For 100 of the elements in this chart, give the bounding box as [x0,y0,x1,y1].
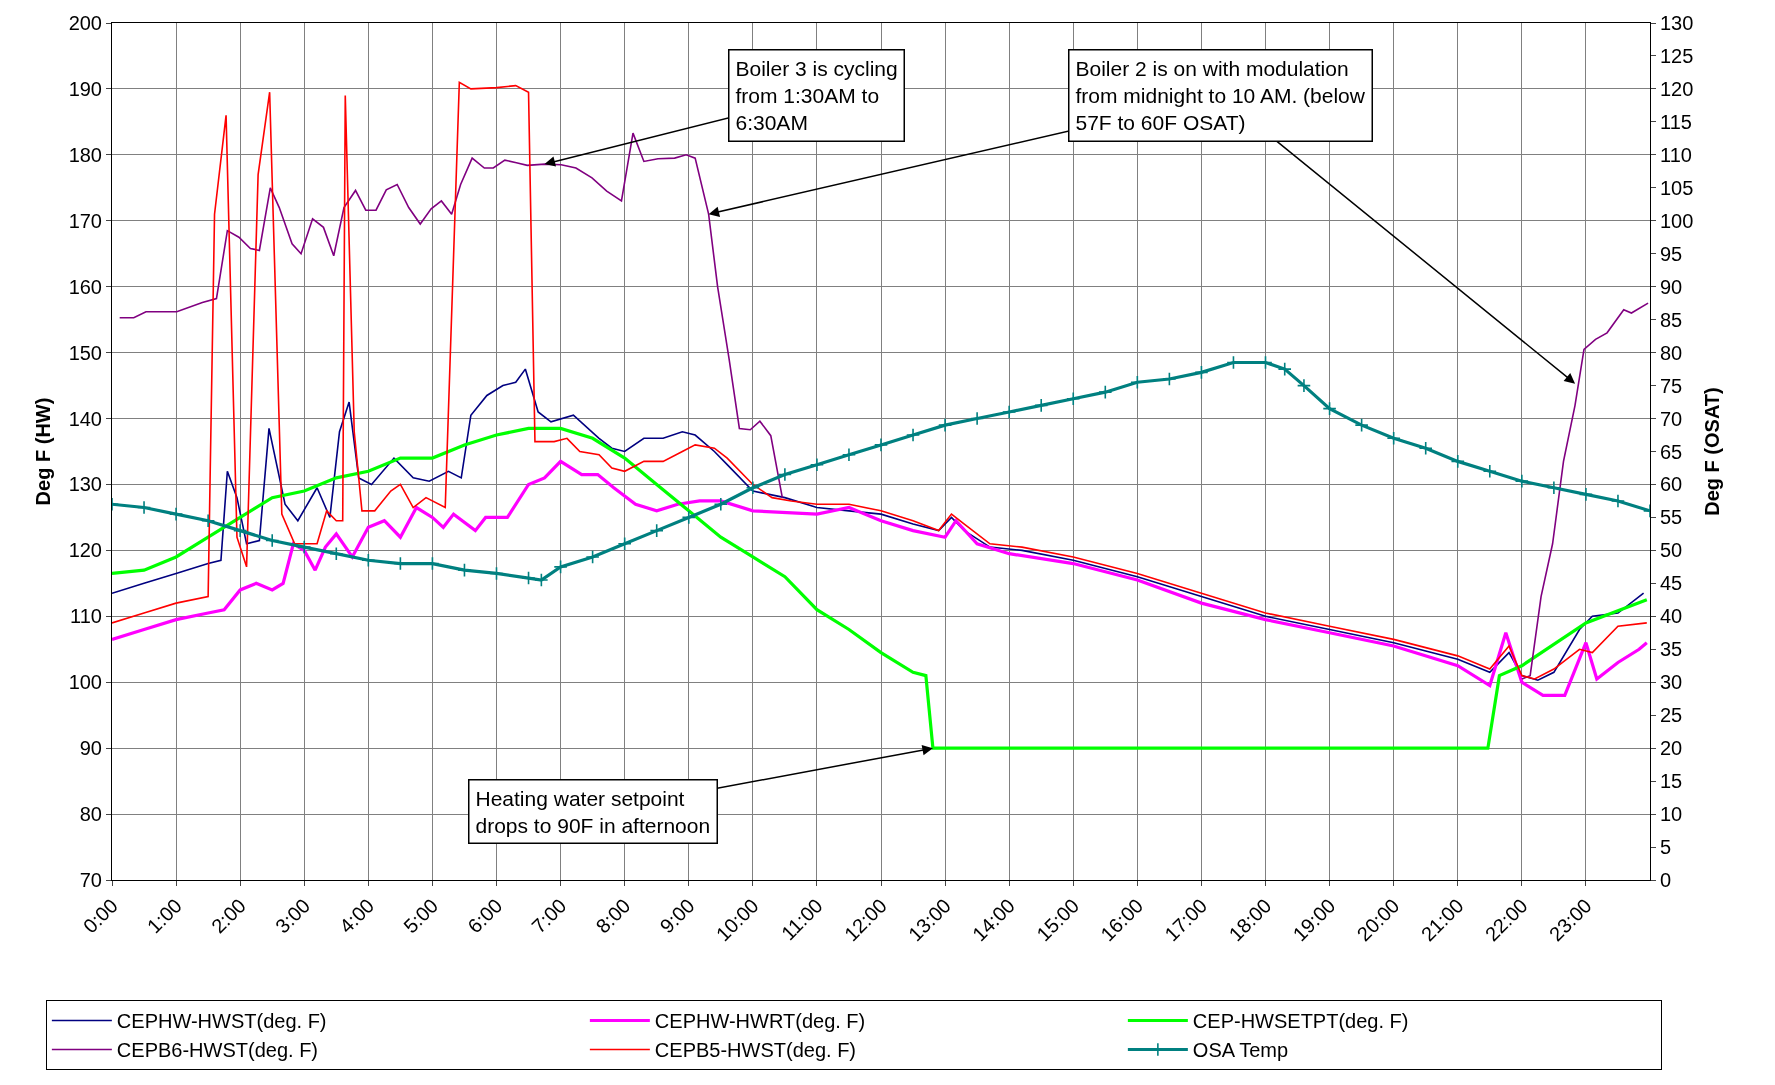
y-tick-label: 160 [68,275,102,298]
y2-tick-label: 110 [1660,143,1692,166]
point [265,533,280,548]
legend-label: CEPHW-HWST(deg. F) [116,1010,327,1033]
point [1514,474,1529,489]
y2-tick-label: 100 [1660,209,1694,232]
y2-axis-title: Deg F (OSAT) [1700,387,1723,516]
point [681,510,696,525]
legend-label: OSA Temp [1192,1039,1289,1062]
x-tick-label: 5:00 [399,894,443,938]
point [905,427,921,443]
y-tick-label: 150 [68,341,102,364]
x-tick-label: 8:00 [591,894,635,938]
legend-label: CEPB6-HWST(deg. F) [116,1039,319,1062]
y2-tick-label: 50 [1660,539,1683,562]
x-tick-label: 7:00 [527,894,571,938]
y2-tick-label: 55 [1660,506,1683,529]
legend-label: CEP-HWSETPT(deg. F) [1192,1010,1409,1033]
y2-tick-label: 40 [1660,605,1683,628]
y-tick-label: 90 [79,737,102,760]
point [1386,431,1401,446]
point [534,572,549,588]
point [297,539,312,555]
point [168,507,184,522]
point [1578,487,1594,502]
point [617,536,632,551]
y-tick-label: 120 [68,539,102,562]
point [1610,493,1626,509]
point [1098,385,1113,400]
point [1034,398,1049,413]
y2-tick-label: 130 [1660,12,1694,34]
point [649,523,664,538]
x-tick-label: 0:00 [78,894,122,938]
point [970,411,985,426]
y-tick-label: 80 [79,803,102,826]
y2-tick-label: 35 [1660,638,1683,661]
annotation: Boiler 2 is on with modulation from midnight to 10 AM. (below 57F to 60F OSAT) [1075,56,1366,135]
y2-tick-label: 65 [1660,440,1683,463]
point [1162,371,1177,387]
y-tick-label: 70 [79,869,102,891]
point [1002,404,1017,420]
y-tick-label: 100 [68,671,102,694]
point [585,549,600,565]
point [136,500,152,515]
point [1450,454,1465,469]
x-tick-label: 9:00 [655,894,699,938]
line-series [112,368,1645,682]
y2-tick-label: 95 [1660,242,1683,265]
y2-tick-label: 60 [1660,473,1683,496]
point [937,418,953,433]
line-series [112,459,1649,698]
legend-label: CEPB5-HWST(deg. F) [654,1039,857,1062]
point [809,457,825,472]
y2-tick-label: 15 [1660,770,1683,793]
point [489,566,504,581]
y-tick-label: 130 [68,473,102,496]
y2-tick-label: 75 [1660,374,1683,397]
point [777,467,792,482]
y2-tick-label: 85 [1660,308,1683,331]
y2-tick-label: 125 [1660,44,1694,67]
y2-tick-label: 120 [1660,77,1694,100]
point [521,570,536,586]
x-tick-label: 6:00 [463,894,507,938]
point [1194,365,1209,380]
point [1322,401,1337,416]
point [361,553,376,568]
y2-tick-label: 25 [1660,704,1683,727]
point [713,497,728,512]
y-tick-label: 200 [68,12,102,34]
y2-tick-label: 80 [1660,341,1683,364]
y2-tick-label: 30 [1660,671,1683,694]
annotation: Heating water setpoint drops to 90F in afternoon [475,786,711,837]
y-axis-title: Deg F (HW) [32,397,55,506]
point [1277,362,1292,377]
y2-tick-label: 5 [1660,836,1672,859]
point [201,513,216,528]
y-tick-label: 140 [68,407,102,430]
y2-tick-label: 10 [1660,803,1683,826]
y2-tick-label: 70 [1660,407,1683,430]
point [873,437,889,453]
y2-tick-label: 90 [1660,275,1683,298]
point [1482,464,1497,479]
y2-tick-label: 105 [1660,176,1694,199]
y-tick-label: 110 [70,605,102,628]
y2-tick-label: 45 [1660,572,1683,595]
point [1354,418,1369,433]
x-tick-label: 4:00 [335,894,379,938]
point [553,559,568,574]
point [329,546,344,561]
point [841,447,857,462]
y-tick-label: 190 [68,77,102,100]
x-tick-label: 3:00 [271,894,315,938]
annotation: Boiler 3 is cycling from 1:30AM to 6:30AM [735,56,898,135]
y-tick-label: 170 [68,209,102,232]
point [1418,441,1433,456]
point [1066,391,1081,406]
legend-label: CEPHW-HWRT(deg. F) [654,1010,866,1033]
y-tick-label: 180 [68,143,102,166]
y2-tick-label: 115 [1660,110,1692,133]
y2-tick-label: 20 [1660,737,1683,760]
